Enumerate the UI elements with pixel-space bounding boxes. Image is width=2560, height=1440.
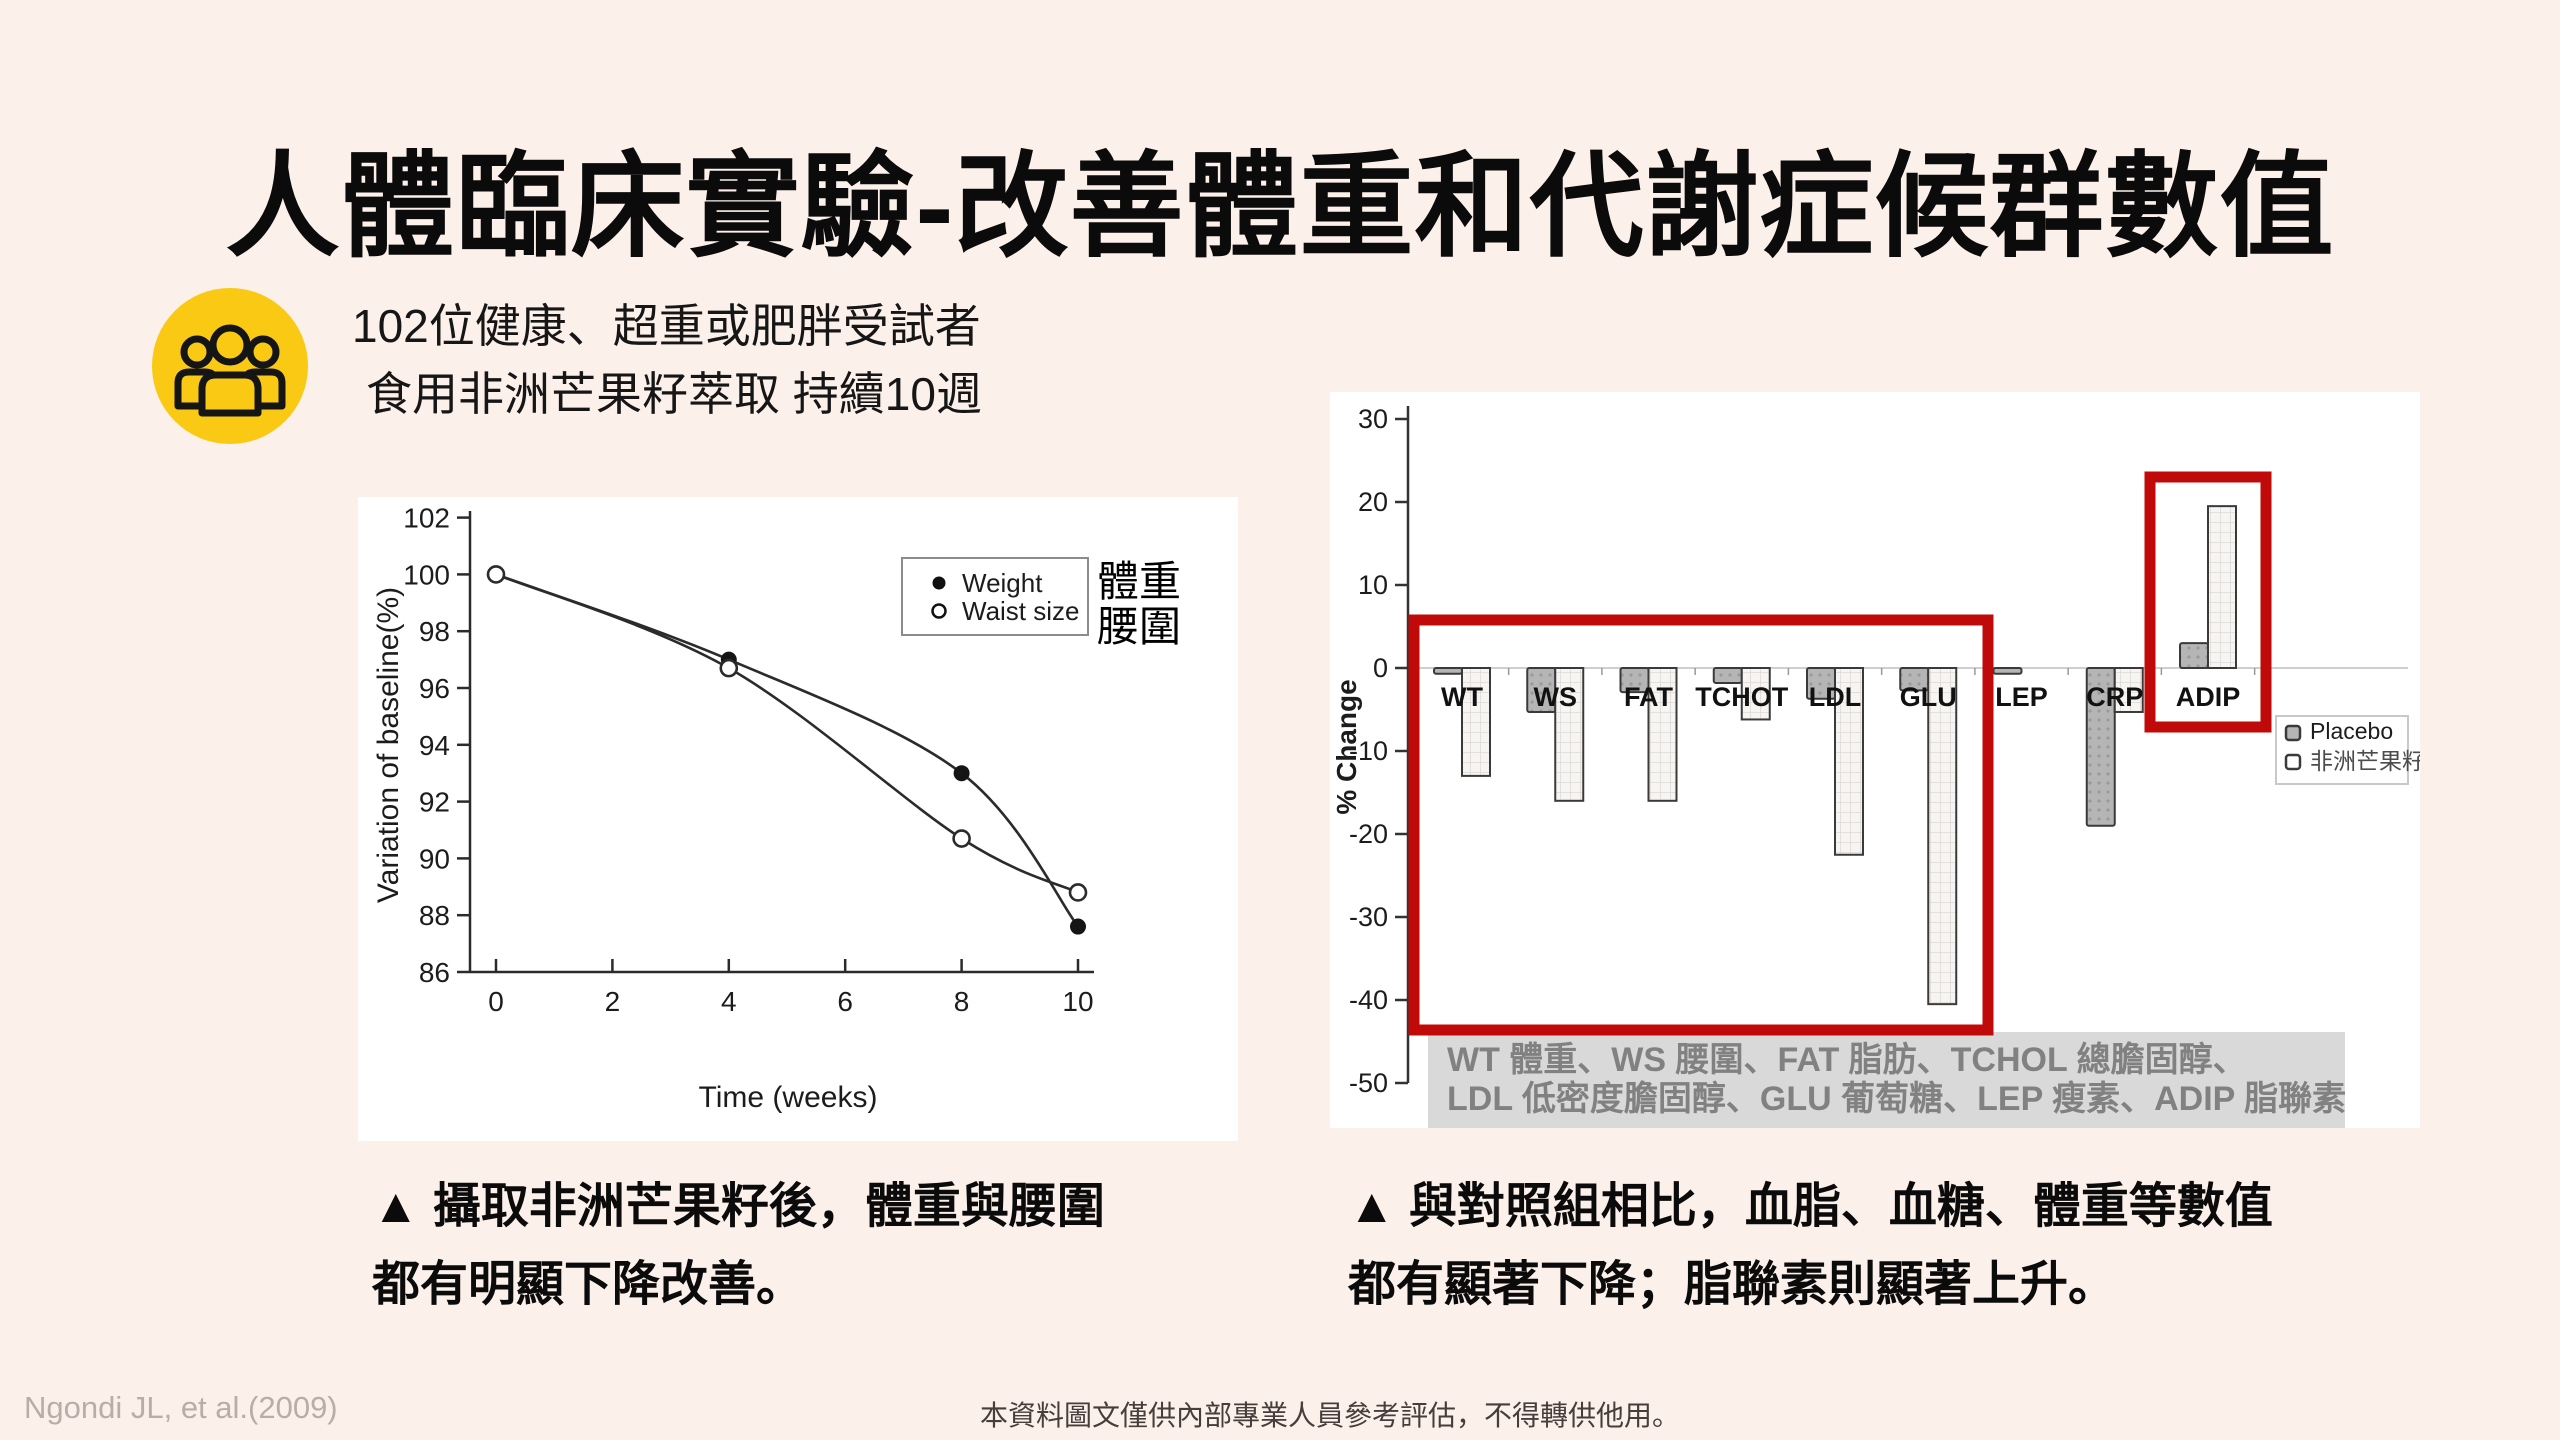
svg-text:6: 6 bbox=[837, 986, 853, 1017]
bar-ADIP-placebo bbox=[2179, 642, 2209, 670]
svg-text:-50: -50 bbox=[1349, 1068, 1388, 1098]
highlight-box-decrease bbox=[1408, 614, 1994, 1036]
svg-text:-10: -10 bbox=[1349, 736, 1388, 766]
svg-text:102: 102 bbox=[403, 503, 450, 534]
svg-text:TCHOT: TCHOT bbox=[1695, 682, 1788, 712]
svg-text:WT: WT bbox=[1441, 682, 1483, 712]
svg-text:CRP: CRP bbox=[2086, 682, 2143, 712]
bar-CRP-mango bbox=[2113, 667, 2144, 713]
svg-text:4: 4 bbox=[721, 986, 737, 1017]
bar-CRP-placebo bbox=[2085, 667, 2116, 827]
bar-LDL-mango bbox=[1834, 667, 1864, 856]
study-description-line1: 102位健康、超重或肥胖受試者 bbox=[352, 300, 981, 352]
svg-text:% Change: % Change bbox=[1331, 679, 1362, 814]
svg-text:98: 98 bbox=[419, 616, 450, 647]
svg-text:LDL: LDL bbox=[1809, 682, 1861, 712]
svg-text:LEP: LEP bbox=[1995, 682, 2048, 712]
caption-right: ▲ 與對照組相比，血脂、血糖、體重等數值 都有顯著下降；脂聯素則顯著上升。 bbox=[1348, 1180, 2273, 1311]
svg-text:Waist size: Waist size bbox=[962, 596, 1080, 626]
svg-text:-30: -30 bbox=[1349, 902, 1388, 932]
svg-text:WT 體重、WS 腰圍、FAT 脂肪、TCHOL 總膽固醇、: WT 體重、WS 腰圍、FAT 脂肪、TCHOL 總膽固醇、 bbox=[1447, 1041, 2247, 1079]
study-description-line2: 食用非洲芒果籽萃取 持續10週 bbox=[366, 368, 982, 420]
svg-text:8: 8 bbox=[954, 986, 970, 1017]
svg-text:腰圍: 腰圍 bbox=[1097, 603, 1181, 650]
bar-chart-legend: Placebo 非洲芒果籽 bbox=[2275, 715, 2420, 785]
bar-GLU-mango bbox=[1927, 667, 1958, 1006]
bar-WS-mango bbox=[1554, 667, 1585, 802]
bar-LEP-placebo bbox=[1992, 667, 2023, 675]
svg-text:Variation of baseline(%): Variation of baseline(%) bbox=[372, 587, 405, 903]
caption-left: ▲ 攝取非洲芒果籽後，體重與腰圍 都有明顯下降改善。 bbox=[372, 1180, 1105, 1311]
percent-change-bar-chart: 30 20 10 0 -10 -20 -30 -40 -50 % Change WT WS FAT TCH… bbox=[1330, 392, 2420, 1128]
disclaimer: 本資料圖文僅供內部專業人員參考評估，不得轉供他用。 bbox=[979, 1400, 1680, 1431]
svg-text:94: 94 bbox=[419, 730, 450, 761]
page-title: 人體臨床實驗-改善體重和代謝症候群數值 bbox=[225, 144, 2335, 272]
svg-text:100: 100 bbox=[403, 559, 450, 590]
svg-text:Weight: Weight bbox=[962, 568, 1043, 598]
bar-WT-mango bbox=[1461, 667, 1491, 777]
svg-text:-40: -40 bbox=[1349, 985, 1388, 1015]
bar-chart-svg: 30 20 10 0 -10 -20 -30 -40 -50 % Change WT WS FAT TCH… bbox=[1331, 404, 2420, 1128]
svg-text:30: 30 bbox=[1358, 404, 1388, 434]
people-group-icon-svg bbox=[152, 288, 308, 444]
svg-text:FAT: FAT bbox=[1624, 682, 1673, 712]
bars bbox=[1433, 505, 2237, 1006]
svg-text:WS: WS bbox=[1534, 682, 1578, 712]
svg-text:10: 10 bbox=[1358, 570, 1388, 600]
abbreviation-box: WT 體重、WS 腰圍、FAT 脂肪、TCHOL 總膽固醇、LDL 低密度膽固醇… bbox=[1428, 1032, 2346, 1128]
svg-text:Placebo: Placebo bbox=[2310, 718, 2393, 744]
svg-text:2: 2 bbox=[605, 986, 621, 1017]
svg-text:96: 96 bbox=[419, 673, 450, 704]
weight-waist-line-chart: 86 88 90 92 94 96 98 100 102 0 2 4 6 8 10 Time (weeks) V… bbox=[358, 497, 1238, 1141]
people-group-icon bbox=[152, 288, 308, 444]
bar-chart-axes bbox=[1395, 406, 1410, 1085]
svg-text:88: 88 bbox=[419, 900, 450, 931]
svg-text:10: 10 bbox=[1062, 986, 1093, 1017]
svg-text:GLU: GLU bbox=[1900, 682, 1957, 712]
svg-text:0: 0 bbox=[488, 986, 504, 1017]
svg-text:90: 90 bbox=[419, 843, 450, 874]
study-description: 102位健康、超重或肥胖受試者 食用非洲芒果籽萃取 持續10週 bbox=[352, 292, 982, 428]
svg-text:86: 86 bbox=[419, 957, 450, 988]
svg-text:20: 20 bbox=[1358, 487, 1388, 517]
series-line-waist-size bbox=[495, 573, 1079, 894]
bar-TCHOT-mango bbox=[1740, 667, 1771, 721]
bar-WT-placebo bbox=[1433, 667, 1463, 675]
bar-FAT-mango bbox=[1647, 667, 1678, 802]
svg-text:92: 92 bbox=[419, 787, 450, 818]
bar-TCHOT-placebo bbox=[1712, 667, 1743, 684]
svg-text:LDL 低密度膽固醇、GLU 葡萄糖、LEP 瘦素、ADIP: LDL 低密度膽固醇、GLU 葡萄糖、LEP 瘦素、ADIP 脂聯素 bbox=[1447, 1079, 2346, 1118]
line-chart-svg: 86 88 90 92 94 96 98 100 102 0 2 4 6 8 10 Time (weeks) V… bbox=[372, 503, 1181, 1114]
svg-text:-20: -20 bbox=[1349, 819, 1388, 849]
svg-text:體重: 體重 bbox=[1097, 558, 1181, 605]
line-chart-axes bbox=[457, 511, 1094, 974]
svg-text:Time (weeks): Time (weeks) bbox=[699, 1081, 878, 1114]
svg-text:ADIP: ADIP bbox=[2176, 682, 2241, 712]
svg-text:0: 0 bbox=[1373, 653, 1388, 683]
highlight-box-adip bbox=[2144, 471, 2272, 733]
citation: Ngondi JL, et al.(2009) bbox=[24, 1390, 338, 1425]
svg-text:非洲芒果籽: 非洲芒果籽 bbox=[2310, 748, 2420, 774]
bar-ADIP-mango bbox=[2207, 505, 2237, 670]
